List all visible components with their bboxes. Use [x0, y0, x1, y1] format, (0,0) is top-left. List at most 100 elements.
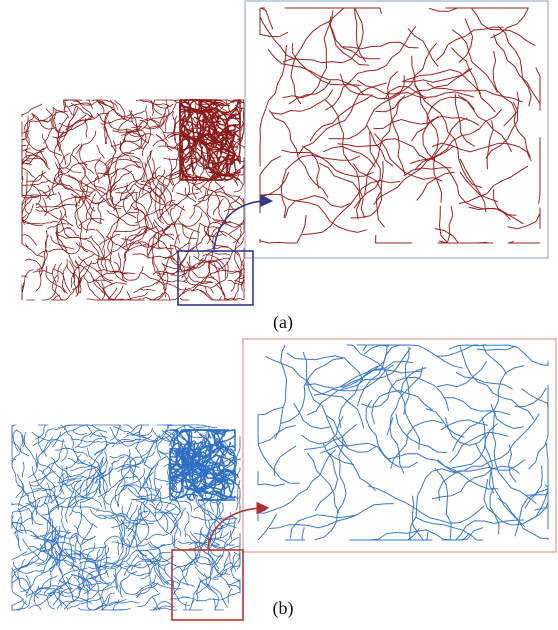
- stream: [368, 486, 484, 523]
- stream: [144, 472, 154, 514]
- stream: [82, 167, 106, 191]
- stream: [68, 506, 99, 509]
- stream: [118, 452, 155, 473]
- stream: [303, 180, 401, 234]
- zoom-frame-a: [245, 1, 548, 258]
- stream: [188, 600, 202, 610]
- stream: [260, 8, 296, 59]
- stream: [96, 510, 123, 515]
- stream: [12, 599, 24, 610]
- stream: [22, 270, 34, 293]
- stream: [260, 194, 367, 232]
- stream: [76, 242, 88, 252]
- stream: [36, 269, 41, 291]
- stream: [274, 446, 296, 476]
- stream: [12, 517, 34, 523]
- stream: [126, 563, 141, 566]
- stream: [498, 498, 548, 540]
- stream: [271, 90, 332, 115]
- stream: [55, 551, 66, 584]
- stream: [196, 224, 200, 259]
- stream: [150, 608, 156, 610]
- stream: [22, 235, 37, 246]
- stream: [101, 608, 131, 610]
- stream: [258, 510, 266, 522]
- stream: [22, 151, 44, 169]
- stream: [260, 156, 281, 210]
- stream: [183, 602, 188, 610]
- stream: [326, 416, 376, 452]
- stream: [307, 453, 339, 513]
- stream: [165, 565, 190, 606]
- stream: [80, 223, 107, 258]
- stream: [453, 366, 525, 452]
- stream: [285, 196, 350, 218]
- stream: [459, 18, 473, 62]
- stream: [66, 228, 79, 236]
- stream: [117, 540, 118, 556]
- stream: [493, 409, 523, 428]
- river-network-b: [12, 425, 240, 610]
- stream: [12, 429, 17, 441]
- stream: [171, 231, 193, 276]
- stream: [12, 502, 33, 524]
- stream: [136, 550, 174, 562]
- stream: [493, 51, 530, 158]
- stream: [449, 345, 548, 365]
- stream: [80, 579, 85, 594]
- stream: [435, 229, 487, 243]
- stream: [145, 523, 178, 540]
- stream: [539, 137, 540, 204]
- stream: [486, 102, 518, 158]
- stream: [341, 42, 418, 49]
- stream: [475, 443, 525, 527]
- stream: [438, 413, 540, 471]
- stream: [451, 48, 495, 113]
- stream: [439, 459, 526, 501]
- stream: [260, 172, 289, 213]
- stream: [260, 45, 287, 167]
- stream: [268, 49, 364, 94]
- stream: [545, 461, 548, 489]
- stream: [535, 508, 549, 529]
- stream: [260, 215, 306, 243]
- stream: [198, 186, 225, 201]
- stream: [97, 514, 116, 517]
- zoom-arrow-b: [208, 508, 266, 548]
- stream: [57, 485, 81, 506]
- stream: [71, 452, 103, 471]
- zoomed-network-b: [258, 345, 548, 540]
- stream: [22, 160, 30, 169]
- stream: [163, 132, 179, 133]
- stream: [52, 425, 87, 447]
- stream: [444, 398, 510, 415]
- stream: [149, 457, 166, 490]
- stream: [388, 454, 498, 489]
- stream: [22, 220, 28, 247]
- stream: [209, 190, 220, 212]
- stream: [47, 483, 51, 502]
- stream: [99, 102, 145, 117]
- stream: [214, 253, 230, 255]
- stream: [79, 546, 108, 557]
- stream: [123, 292, 148, 300]
- stream: [442, 528, 483, 540]
- stream: [69, 597, 102, 609]
- stream: [22, 104, 42, 117]
- stream: [275, 345, 287, 439]
- stream: [508, 208, 540, 229]
- stream: [285, 527, 305, 540]
- stream: [122, 523, 141, 542]
- stream: [302, 416, 344, 444]
- stream: [310, 95, 373, 142]
- stream: [25, 244, 44, 258]
- stream: [158, 450, 169, 480]
- stream: [477, 346, 516, 350]
- stream: [133, 282, 162, 293]
- stream: [96, 229, 105, 249]
- stream: [440, 206, 450, 243]
- stream: [120, 571, 138, 597]
- stream: [26, 171, 43, 182]
- stream: [108, 218, 119, 254]
- stream: [123, 425, 133, 429]
